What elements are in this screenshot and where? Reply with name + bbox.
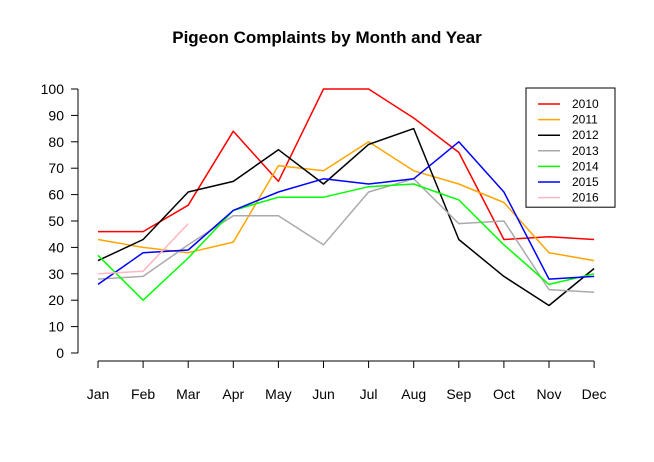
y-tick-label: 20 — [48, 292, 64, 308]
series-line-2011 — [97, 141, 595, 262]
y-tick-label: 40 — [48, 239, 64, 255]
x-tick-label: Jun — [312, 386, 335, 402]
legend-label: 2015 — [572, 175, 599, 189]
y-tick-label: 100 — [41, 81, 65, 97]
y-tick-label: 60 — [48, 187, 64, 203]
x-tick-label: Mar — [176, 386, 200, 402]
chart-title: Pigeon Complaints by Month and Year — [172, 28, 482, 47]
x-tick-label: Feb — [131, 386, 155, 402]
x-tick-label: Jan — [87, 386, 110, 402]
axes: 0 10 20 30 40 50 60 70 80 90 100 Jan Feb Mar Apr May Jun… — [41, 81, 607, 402]
x-tick-label: Nov — [537, 386, 562, 402]
series-line-2013 — [97, 178, 595, 294]
x-tick-label: Dec — [582, 386, 607, 402]
legend-label: 2013 — [572, 144, 599, 158]
series-line-2016 — [97, 223, 189, 275]
series-line-2015 — [97, 141, 595, 286]
legend-label: 2011 — [572, 113, 598, 127]
y-tick-label: 30 — [48, 266, 64, 282]
x-tick-label: May — [265, 386, 291, 402]
y-tick-label: 90 — [48, 107, 64, 123]
series-line-2014 — [97, 183, 595, 301]
legend-label: 2010 — [572, 97, 599, 111]
legend-label: 2012 — [572, 128, 599, 142]
legend-label: 2016 — [572, 191, 599, 205]
y-tick-label: 70 — [48, 160, 64, 176]
x-tick-label: Apr — [222, 386, 244, 402]
series-lines — [97, 88, 595, 307]
y-tick-label: 80 — [48, 134, 64, 150]
series-line-2012 — [97, 127, 595, 307]
legend-box — [525, 87, 616, 208]
x-tick-label: Jul — [360, 386, 378, 402]
y-tick-label: 50 — [48, 213, 64, 229]
legend-label: 2014 — [572, 159, 599, 173]
x-tick-label: Sep — [446, 386, 471, 402]
x-tick-label: Oct — [493, 386, 515, 402]
x-tick-label: Aug — [401, 386, 426, 402]
y-tick-label: 10 — [48, 319, 64, 335]
y-tick-label: 0 — [56, 345, 64, 361]
series-line-2010 — [98, 88, 595, 241]
